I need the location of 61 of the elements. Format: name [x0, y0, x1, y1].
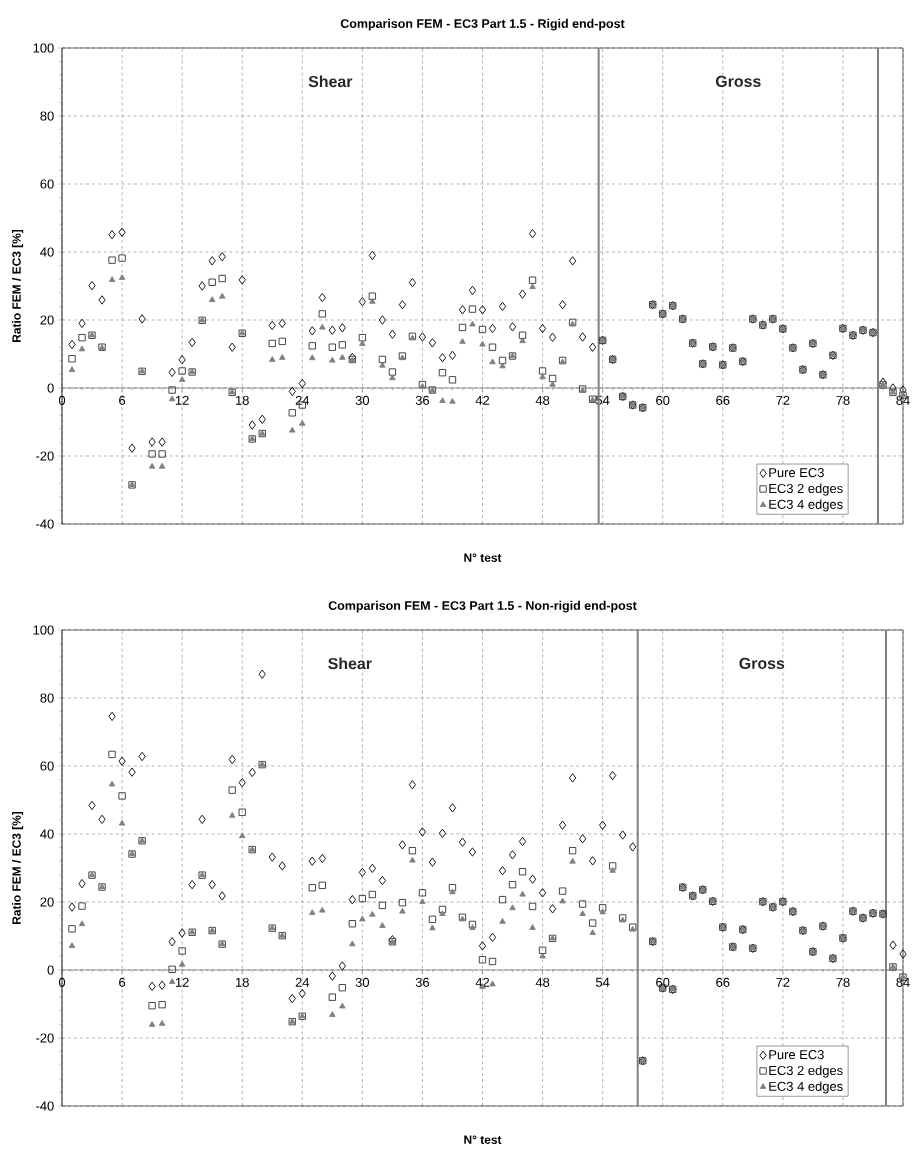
y-tick-label: 100	[33, 43, 54, 53]
x-tick-label: 18	[236, 395, 250, 405]
x-tick-label: 18	[236, 977, 250, 987]
x-tick-label: 66	[716, 977, 730, 987]
y-tick-label: 100	[33, 625, 54, 635]
x-tick-label: 12	[176, 395, 189, 405]
x-tick-label: 84	[896, 977, 911, 987]
y-axis-title: Ratio FEM / EC3 [%]	[12, 811, 24, 924]
x-tick-label: 30	[355, 395, 370, 405]
annotation: Shear	[308, 75, 353, 88]
y-tick-label: -40	[36, 519, 54, 529]
legend-label: Pure EC3	[769, 1050, 825, 1060]
y-tick-label: 60	[40, 761, 54, 771]
x-axis-title: N° test	[464, 553, 502, 562]
x-tick-label: 6	[119, 395, 126, 405]
x-tick-label: 60	[656, 395, 670, 405]
x-tick-label: 42	[475, 395, 490, 405]
y-tick-label: 20	[40, 315, 54, 325]
annotation: Gross	[739, 657, 785, 669]
y-tick-label: -40	[36, 1101, 54, 1111]
x-tick-label: 36	[415, 395, 430, 405]
x-tick-label: 36	[415, 977, 430, 987]
x-tick-label: 78	[836, 977, 850, 987]
annotation: Gross	[716, 75, 761, 87]
y-tick-label: -20	[36, 451, 54, 461]
legend-label: EC3 2 edges	[769, 1065, 843, 1078]
x-tick-label: 60	[656, 977, 670, 987]
x-tick-label: 24	[295, 977, 310, 987]
x-tick-label: 12	[176, 977, 189, 987]
chart-title: Comparison FEM - EC3 Part 1.5 - Rigid end-post	[341, 18, 625, 31]
y-tick-label: 0	[47, 383, 54, 393]
legend-label: EC3 4 edges	[769, 499, 843, 512]
x-tick-label: 30	[355, 977, 370, 987]
x-tick-label: 66	[716, 395, 730, 405]
y-tick-label: 60	[40, 179, 54, 189]
x-tick-label: 0	[59, 977, 66, 987]
annotation: Shear	[328, 657, 372, 670]
x-tick-label: 42	[475, 977, 490, 987]
x-tick-label: 72	[776, 395, 790, 405]
x-tick-label: 24	[295, 395, 310, 405]
x-tick-label: 6	[119, 977, 126, 987]
x-axis-title: N° test	[464, 1135, 502, 1144]
y-tick-label: 80	[40, 111, 54, 121]
y-tick-label: 20	[40, 897, 54, 907]
chart-title: Comparison FEM - EC3 Part 1.5 - Non-rigid end-post	[328, 600, 637, 613]
x-tick-label: 72	[776, 977, 790, 987]
y-tick-label: 40	[40, 247, 54, 257]
x-tick-label: 48	[535, 977, 550, 987]
y-tick-label: 80	[40, 693, 54, 703]
y-axis-title: Ratio FEM / EC3 [%]	[12, 229, 24, 342]
x-tick-label: 48	[535, 395, 550, 405]
y-tick-label: -20	[36, 1033, 54, 1043]
legend-label: EC3 4 edges	[769, 1081, 843, 1094]
legend-label: EC3 2 edges	[769, 483, 843, 496]
legend-label: Pure EC3	[769, 468, 825, 478]
x-tick-label: 84	[896, 395, 911, 405]
x-tick-label: 0	[59, 395, 66, 405]
y-tick-label: 0	[47, 965, 54, 975]
x-tick-label: 54	[596, 977, 610, 987]
y-tick-label: 40	[40, 829, 54, 839]
x-tick-label: 78	[836, 395, 850, 405]
